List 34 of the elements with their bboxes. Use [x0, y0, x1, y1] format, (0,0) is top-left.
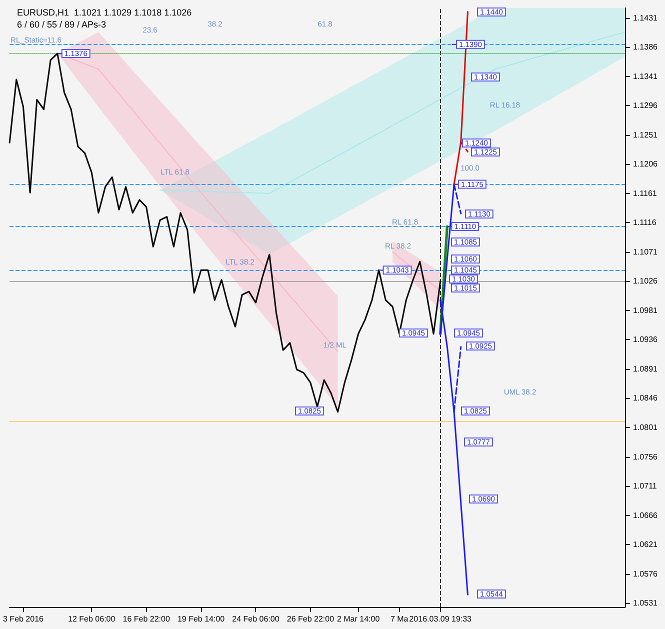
- x-tick-label: 2016.03.09 19:33: [409, 614, 472, 624]
- x-tick-label: 16 Feb 22:00: [122, 614, 170, 624]
- y-tick-label: 1.1071: [633, 247, 658, 256]
- y-tick-label: 1.1251: [633, 130, 658, 140]
- y-tick-label: 1.0981: [633, 306, 658, 315]
- x-tick-label: 24 Feb 06:00: [232, 614, 280, 624]
- y-tick-label: 1.0576: [633, 569, 658, 578]
- x-tick-label: 26 Feb 22:00: [286, 614, 335, 624]
- y-tick-label: 1.1026: [633, 276, 658, 286]
- y-tick-label: 1.0621: [633, 540, 658, 550]
- y-tick-label: 1.1386: [633, 42, 658, 52]
- y-tick-label: 1.0846: [633, 394, 658, 403]
- text: 6 / 60 / 55 / 89 / APs-3: [17, 20, 106, 30]
- y-tick-label: 1.1206: [633, 160, 658, 169]
- y-tick-label: 1.0936: [633, 335, 658, 344]
- y-tick-label: 1.1296: [633, 101, 658, 110]
- x-tick-label: 12 Feb 06:00: [68, 614, 116, 624]
- y-tick-label: 1.0666: [633, 510, 658, 520]
- y-tick-label: 1.1161: [633, 188, 658, 198]
- y-tick-label: 1.0891: [633, 364, 658, 374]
- x-tick-label: 2 Mar 14:00: [336, 614, 380, 624]
- x-tick-label: 3 Feb 2016: [2, 614, 44, 624]
- x-tick-label: 19 Feb 14:00: [177, 614, 226, 624]
- line-series: [160, 32, 626, 194]
- y-tick-label: 1.1116: [633, 218, 657, 228]
- y-tick-label: 1.0756: [633, 452, 658, 462]
- y-tick-label: 1.0531: [633, 598, 658, 608]
- line-series: [8, 52, 442, 413]
- y-tick-label: 1.0801: [633, 422, 658, 432]
- y-tick-label: 1.0711: [633, 482, 658, 491]
- chart-title: EURUSD,H1 1.1021 1.1029 1.1018 1.1026: [17, 8, 192, 18]
- y-tick-label: 1.1431: [633, 13, 658, 22]
- x-tick-label: 7 Ma: [390, 614, 409, 624]
- y-tick-label: 1.1341: [633, 72, 658, 81]
